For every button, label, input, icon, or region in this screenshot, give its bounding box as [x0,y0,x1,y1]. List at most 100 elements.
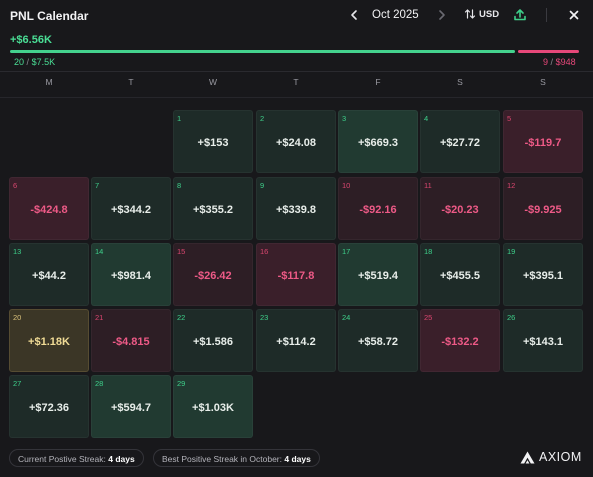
weekday-header: M T W T F S S [0,77,593,89]
day-cell[interactable]: 5 -$119.7 [503,110,583,173]
day-pnl-value: -$424.8 [30,204,68,216]
day-number: 17 [342,247,351,256]
weekday-label: S [540,77,546,87]
day-cell[interactable]: 25 -$132.2 [420,309,500,372]
header-divider [546,8,547,22]
positive-days-amount: $7.5K [31,57,56,67]
day-number: 15 [177,247,186,256]
day-cell[interactable]: 19 +$395.1 [503,243,583,306]
day-pnl-value: +$1.18K [28,336,70,348]
day-number: 25 [424,313,433,322]
day-number: 2 [260,114,265,123]
day-number: 6 [13,181,18,190]
day-cell[interactable]: 17 +$519.4 [338,243,418,306]
summary-divider [0,71,593,72]
day-cell[interactable]: 4 +$27.72 [420,110,500,173]
day-number: 13 [13,247,22,256]
day-cell[interactable]: 23 +$114.2 [256,309,336,372]
day-pnl-value: -$119.7 [524,137,562,149]
day-number: 29 [177,379,186,388]
day-pnl-value: +$981.4 [110,270,152,282]
best-streak-value: 4 days [284,454,311,464]
day-pnl-value: +$27.72 [439,137,481,149]
day-cell[interactable]: 21 -$4.815 [91,309,171,372]
positive-days-count: 20 [14,57,25,67]
day-cell[interactable]: 3 +$669.3 [338,110,418,173]
share-button[interactable] [512,7,528,23]
day-cell[interactable]: 9 +$339.8 [256,177,336,240]
day-number: 10 [342,181,351,190]
close-button[interactable] [566,7,582,23]
total-pnl: +$6.56K [10,34,52,46]
day-cell[interactable]: 26 +$143.1 [503,309,583,372]
day-pnl-value: -$117.8 [277,270,315,282]
weekday-label: M [45,77,53,87]
day-pnl-value: +$355.2 [192,204,234,216]
currency-toggle-button[interactable]: USD [464,8,499,20]
weekday-label: S [457,77,463,87]
weekday-label: T [128,77,134,87]
share-upload-icon [514,9,526,21]
day-pnl-value: +$519.4 [357,270,399,282]
day-pnl-value: +$114.2 [276,336,316,348]
day-cell[interactable]: 6 -$424.8 [9,177,89,240]
best-streak-label: Best Positive Streak in October: [162,454,282,464]
day-pnl-value: -$4.815 [112,336,150,348]
chevron-left-icon [351,10,357,20]
chevron-right-icon [439,10,445,20]
day-cell[interactable]: 2 +$24.08 [256,110,336,173]
day-number: 28 [95,379,104,388]
day-cell[interactable]: 29 +$1.03K [173,375,253,438]
day-number: 9 [260,181,265,190]
day-cell[interactable]: 1 +$153 [173,110,253,173]
day-cell[interactable]: 12 -$9.925 [503,177,583,240]
next-month-button[interactable] [434,6,450,24]
positive-ratio-bar [10,50,515,53]
day-cell[interactable]: 10 -$92.16 [338,177,418,240]
day-pnl-value: +$339.8 [275,204,317,216]
day-cell[interactable]: 13 +$44.2 [9,243,89,306]
day-number: 1 [177,114,182,123]
brand-name: AXIOM [539,450,582,464]
day-cell[interactable]: 16 -$117.8 [256,243,336,306]
day-number: 11 [424,181,432,190]
day-number: 4 [424,114,429,123]
negative-days-amount: $948 [555,57,576,67]
day-cell[interactable]: 24 +$58.72 [338,309,418,372]
day-pnl-value: -$9.925 [524,204,562,216]
day-number: 5 [507,114,512,123]
currency-label: USD [479,8,500,20]
day-cell[interactable]: 27 +$72.36 [9,375,89,438]
negative-stat-separator: / [550,57,554,67]
prev-month-button[interactable] [346,6,362,24]
day-cell[interactable]: 28 +$594.7 [91,375,171,438]
weekday-label: T [293,77,299,87]
day-cell[interactable]: 7 +$344.2 [91,177,171,240]
day-cell[interactable]: 20 +$1.18K [9,309,89,372]
day-cell[interactable]: 18 +$455.5 [420,243,500,306]
day-cell[interactable]: 22 +$1.586 [173,309,253,372]
day-number: 12 [507,181,516,190]
day-number: 26 [507,313,516,322]
axiom-logo-icon [520,451,535,463]
day-cell[interactable]: 15 -$26.42 [173,243,253,306]
weekday-divider [0,97,593,98]
day-number: 7 [95,181,100,190]
day-cell[interactable]: 11 -$20.23 [420,177,500,240]
day-number: 21 [95,313,104,322]
day-pnl-value: +$24.08 [275,137,317,149]
page-title: PNL Calendar [10,9,89,23]
day-cell[interactable]: 14 +$981.4 [91,243,171,306]
current-streak-label: Current Postive Streak: [18,454,106,464]
positive-stat-separator: / [26,57,30,67]
day-pnl-value: +$153 [197,137,229,149]
day-number: 18 [424,247,433,256]
day-pnl-value: +$44.2 [32,270,66,282]
negative-days-count: 9 [543,57,549,67]
day-pnl-value: +$344.2 [110,204,152,216]
brand-logo: AXIOM [520,450,582,464]
day-number: 20 [13,313,22,322]
day-cell[interactable]: 8 +$355.2 [173,177,253,240]
calendar-header: PNL Calendar Oct 2025 USD [0,0,593,32]
day-number: 22 [177,313,186,322]
